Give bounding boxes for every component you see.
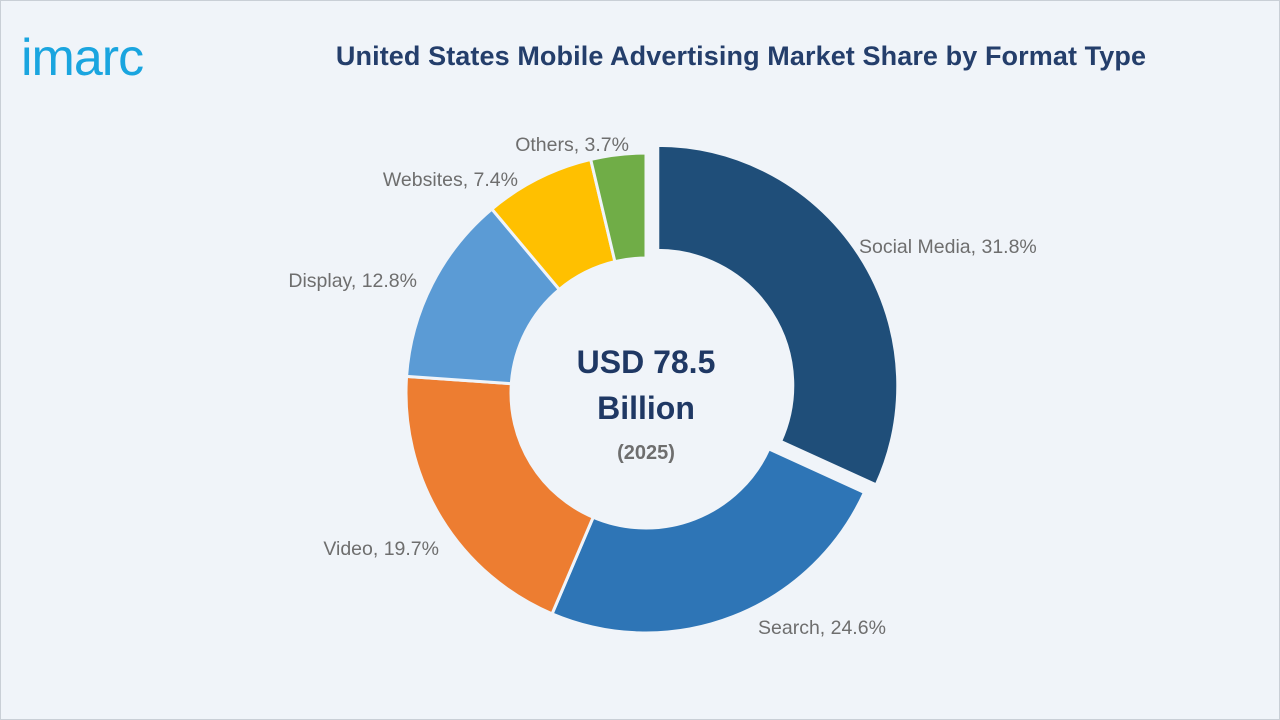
chart-title: United States Mobile Advertising Market … [335, 41, 1147, 71]
slice-social-media [656, 143, 900, 487]
label-search: Search, 24.6% [758, 617, 886, 639]
label-social-media: Social Media, 31.8% [859, 236, 1037, 258]
center-label: USD 78.5 Billion (2025) [577, 344, 716, 464]
slice-search [550, 446, 867, 635]
center-value-line1: USD 78.5 [577, 344, 716, 380]
slices-group [404, 143, 900, 635]
center-value-line2: Billion [597, 390, 695, 426]
slice-others [588, 151, 648, 264]
logo-text: imarc [21, 29, 143, 85]
label-display: Display, 12.8% [288, 270, 417, 292]
labels-group: Social Media, 31.8% Search, 24.6% Video, 1… [288, 134, 1036, 639]
slice-video [404, 374, 596, 616]
center-year: (2025) [617, 442, 675, 464]
imarc-logo: imarc [21, 29, 144, 85]
label-websites: Websites, 7.4% [383, 169, 518, 191]
label-others: Others, 3.7% [515, 134, 629, 156]
label-video: Video, 19.7% [323, 538, 439, 560]
